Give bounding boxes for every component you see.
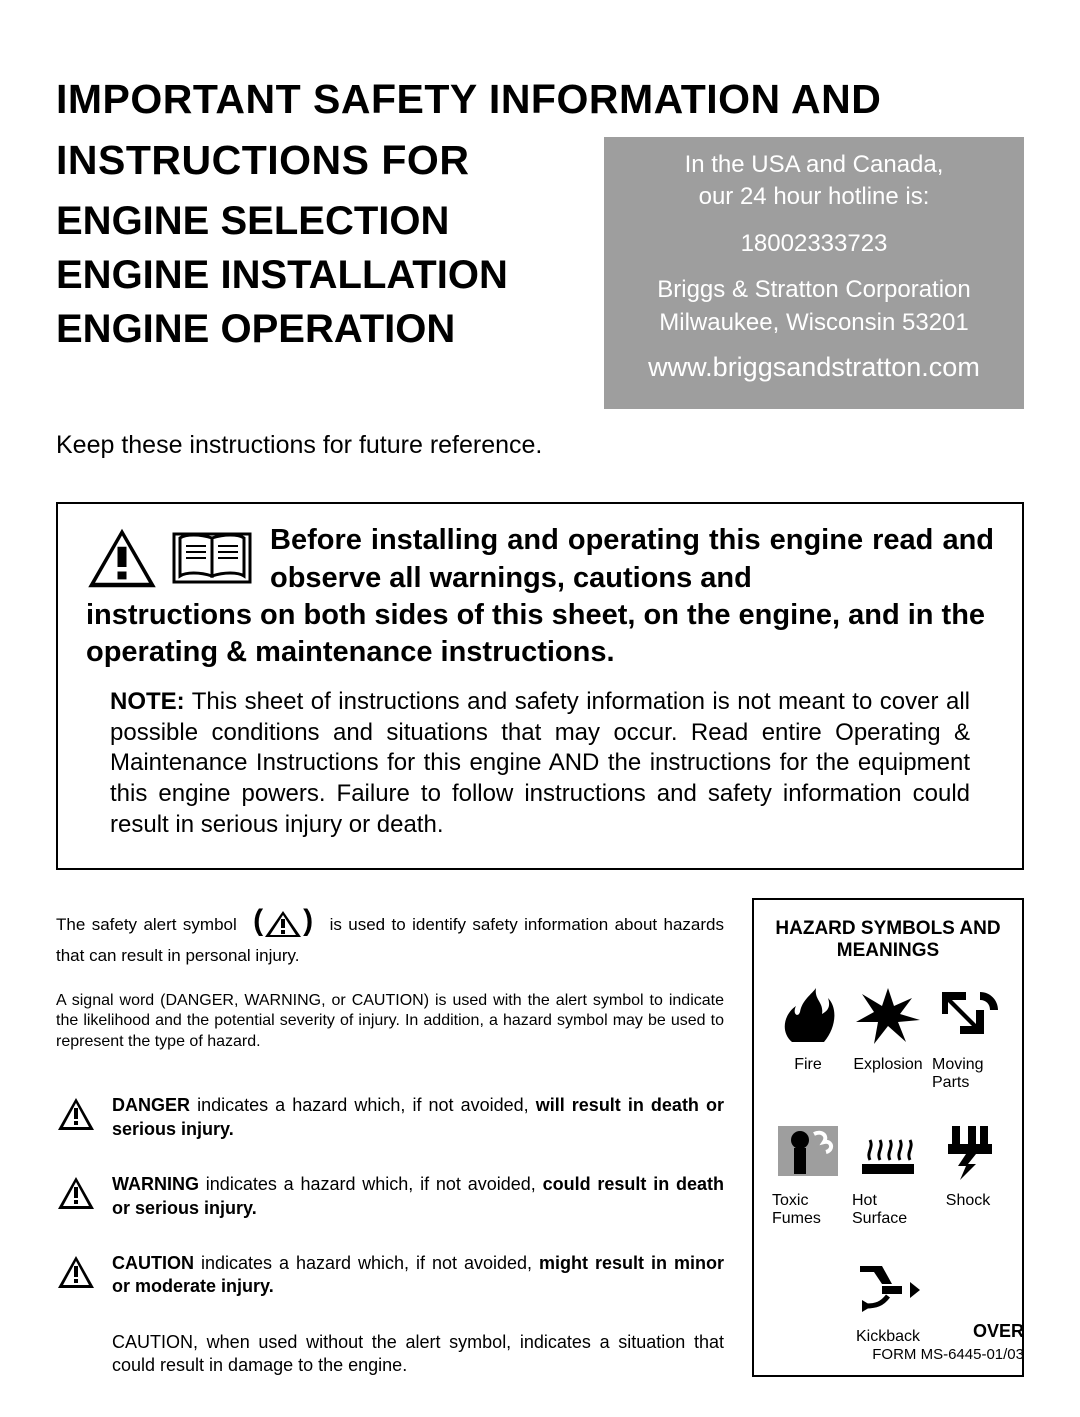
explosion-icon	[852, 984, 924, 1046]
read-manual-icon	[172, 526, 252, 590]
hot-surface-icon	[852, 1120, 924, 1182]
danger-keyword: DANGER	[112, 1095, 190, 1115]
hotline-hours: our 24 hour hotline is:	[622, 181, 1006, 213]
safety-symbol-pre: The safety alert symbol	[56, 915, 237, 934]
engine-operation-heading: ENGINE OPERATION	[56, 302, 576, 356]
page-title-line1: IMPORTANT SAFETY INFORMATION AND	[56, 76, 1024, 123]
warning-lead-text-1: Before installing and operating this eng…	[270, 522, 994, 596]
hazard-moving-parts: Moving Parts	[932, 984, 1004, 1092]
note-label: NOTE:	[110, 688, 185, 715]
hotline-number: 18002333723	[622, 228, 1006, 260]
warning-keyword: WARNING	[112, 1174, 199, 1194]
warning-definition: WARNING indicates a hazard which, if not…	[56, 1173, 724, 1220]
caution2-keyword: CAUTION	[112, 1332, 193, 1352]
main-warning-box: Before installing and operating this eng…	[56, 502, 1024, 870]
over-text: OVER	[872, 1321, 1024, 1342]
moving-parts-icon	[932, 984, 1004, 1046]
hazard-label: Toxic Fumes	[772, 1192, 844, 1228]
alert-triangle-icon	[56, 1094, 96, 1141]
hotline-box: In the USA and Canada, our 24 hour hotli…	[604, 137, 1024, 409]
page-title-line2: INSTRUCTIONS FOR	[56, 137, 576, 184]
danger-definition: DANGER indicates a hazard which, if not …	[56, 1094, 724, 1141]
alert-triangle-icon	[56, 1252, 96, 1299]
hazard-label: Hot Surface	[852, 1192, 924, 1228]
caution2-mid2: the alert symbol, indicates a situation …	[363, 1332, 724, 1352]
fire-icon	[772, 984, 844, 1046]
toxic-fumes-icon	[772, 1120, 844, 1182]
hotline-address: Milwaukee, Wisconsin 53201	[622, 307, 1006, 339]
shock-icon	[932, 1120, 1004, 1182]
hazard-label: Explosion	[853, 1056, 922, 1074]
warning-note-text: NOTE: This sheet of instructions and saf…	[86, 687, 994, 841]
alert-triangle-icon	[56, 1173, 96, 1220]
engine-selection-heading: ENGINE SELECTION	[56, 194, 576, 248]
alert-triangle-icon	[86, 526, 158, 590]
hazard-shock: Shock	[932, 1120, 1004, 1228]
hazard-toxic-fumes: Toxic Fumes	[772, 1120, 844, 1228]
engine-installation-heading: ENGINE INSTALLATION	[56, 248, 576, 302]
hazard-hot-surface: Hot Surface	[852, 1120, 924, 1228]
alert-triangle-inline-icon	[263, 909, 303, 939]
warning-tail: indicates a hazard which, if not avoided…	[199, 1174, 543, 1194]
hazard-fire: Fire	[772, 984, 844, 1092]
caution-no-symbol-definition: CAUTION, when used without the alert sym…	[112, 1331, 724, 1378]
kickback-icon	[852, 1256, 924, 1318]
form-number: FORM MS-6445-01/03	[872, 1346, 1024, 1363]
hazard-label: Moving Parts	[932, 1056, 1004, 1092]
page-footer: OVER FORM MS-6445-01/03	[872, 1321, 1024, 1363]
caution2-mid1: , when used	[193, 1332, 306, 1352]
hazard-symbols-box: HAZARD SYMBOLS AND MEANINGS Fire	[752, 898, 1024, 1377]
caution-tail: indicates a hazard which, if not avoided…	[194, 1253, 539, 1273]
hazard-label: Shock	[946, 1192, 990, 1210]
hazard-explosion: Explosion	[852, 984, 924, 1092]
hazard-label: Fire	[794, 1056, 822, 1074]
note-body: This sheet of instructions and safety in…	[110, 688, 970, 838]
warning-lead-text-2: instructions on both sides of this sheet…	[86, 597, 994, 671]
keep-instructions-text: Keep these instructions for future refer…	[56, 431, 1024, 460]
caution-definition: CAUTION indicates a hazard which, if not…	[56, 1252, 724, 1299]
caution2-without: without	[306, 1332, 363, 1352]
signal-word-paragraph: A signal word (DANGER, WARNING, or CAUTI…	[56, 991, 724, 1052]
hotline-region: In the USA and Canada,	[622, 149, 1006, 181]
hotline-website: www.briggsandstratton.com	[622, 349, 1006, 385]
hotline-company: Briggs & Stratton Corporation	[622, 274, 1006, 306]
caution-keyword: CAUTION	[112, 1253, 194, 1273]
caution2-bold: could result in damage to the engine.	[112, 1355, 407, 1375]
danger-tail: indicates a hazard which, if not avoided…	[190, 1095, 536, 1115]
safety-symbol-sentence: The safety alert symbol ( ) is used to i…	[56, 898, 724, 969]
hazard-title: HAZARD SYMBOLS AND MEANINGS	[772, 918, 1004, 962]
